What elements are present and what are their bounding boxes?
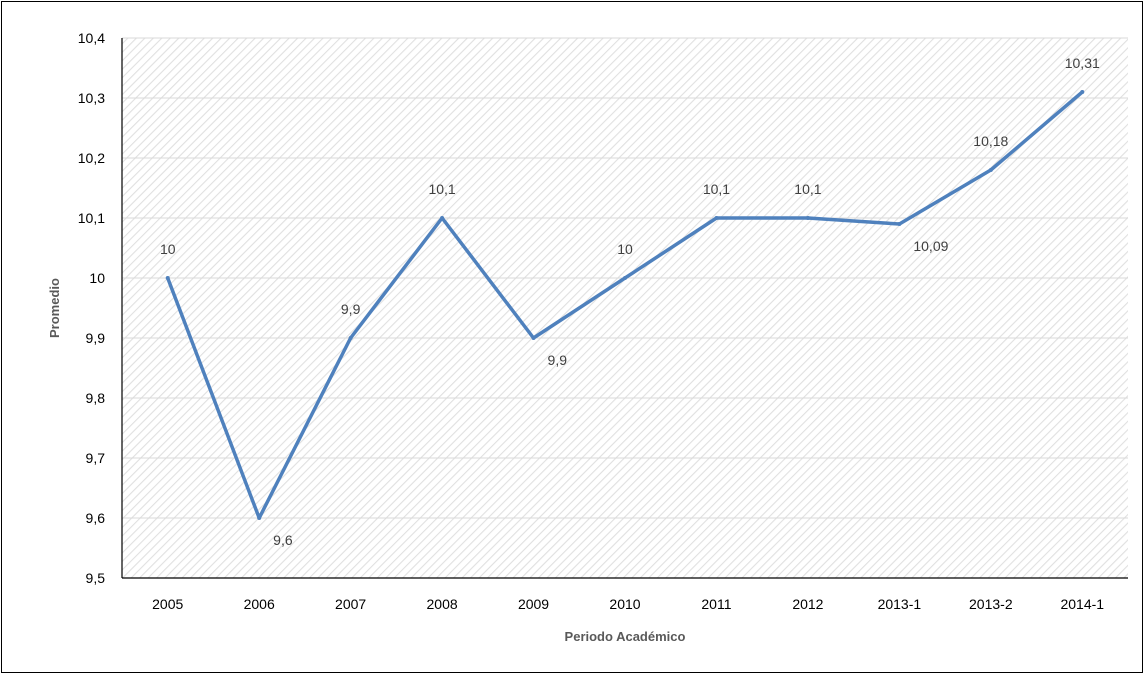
x-tick-label: 2012 <box>792 596 823 612</box>
x-tick-label: 2008 <box>427 596 458 612</box>
data-point <box>531 336 536 340</box>
data-point <box>805 216 810 220</box>
x-axis-title: Periodo Académico <box>565 629 686 644</box>
x-tick-label: 2010 <box>609 596 640 612</box>
x-tick-label: 2013-1 <box>878 596 922 612</box>
y-tick-label: 9,9 <box>86 330 106 346</box>
data-point <box>623 276 627 280</box>
x-tick-label: 2006 <box>244 596 275 612</box>
y-tick-label: 9,8 <box>86 390 106 406</box>
y-tick-label: 10 <box>89 270 105 286</box>
x-tick-label: 2005 <box>152 596 183 612</box>
data-point <box>348 336 353 340</box>
data-point <box>897 222 902 226</box>
y-tick-label: 10,2 <box>78 150 105 166</box>
data-point <box>165 276 170 280</box>
data-labels: 10 9,6 9,9 10,1 9,9 10 10,1 10,1 10,09 10,18 10,31 <box>160 55 1100 548</box>
axes <box>121 38 1128 579</box>
y-tick-label: 10,1 <box>78 210 105 226</box>
y-tick-label: 10,3 <box>78 90 105 106</box>
data-label: 10,31 <box>1065 55 1100 71</box>
data-label: 9,9 <box>548 352 568 368</box>
x-tick-label: 2014-1 <box>1060 596 1104 612</box>
data-label: 9,9 <box>341 301 361 317</box>
y-tick-label: 9,7 <box>86 450 106 466</box>
x-tick-label: 2013-2 <box>969 596 1013 612</box>
data-label: 10,1 <box>794 181 821 197</box>
data-label: 10,1 <box>428 181 455 197</box>
data-point <box>1080 90 1085 94</box>
data-label: 9,6 <box>273 532 293 548</box>
y-axis-title: Promedio <box>47 278 62 338</box>
y-tick-labels: 9,5 9,6 9,7 9,8 9,9 10 10,1 10,2 10,3 10,4 <box>78 30 105 586</box>
data-point <box>714 216 719 220</box>
x-tick-label: 2009 <box>518 596 549 612</box>
data-label: 10,1 <box>703 181 730 197</box>
data-point <box>988 168 993 172</box>
data-label: 10 <box>160 241 176 257</box>
data-label: 10,18 <box>973 133 1008 149</box>
y-tick-label: 9,5 <box>86 570 106 586</box>
data-point <box>257 516 262 520</box>
series-line-group <box>165 90 1085 520</box>
x-tick-label: 2007 <box>335 596 366 612</box>
x-tick-label: 2011 <box>701 596 731 612</box>
x-tick-labels: 2005 2006 2007 2008 2009 2010 2011 2012 2013-1 20… <box>152 596 1104 612</box>
data-label: 10 <box>617 241 633 257</box>
plot-area <box>122 38 1128 578</box>
y-tick-label: 9,6 <box>86 510 106 526</box>
data-label: 10,09 <box>913 238 948 254</box>
data-point <box>440 216 445 220</box>
y-tick-label: 10,4 <box>78 30 105 46</box>
